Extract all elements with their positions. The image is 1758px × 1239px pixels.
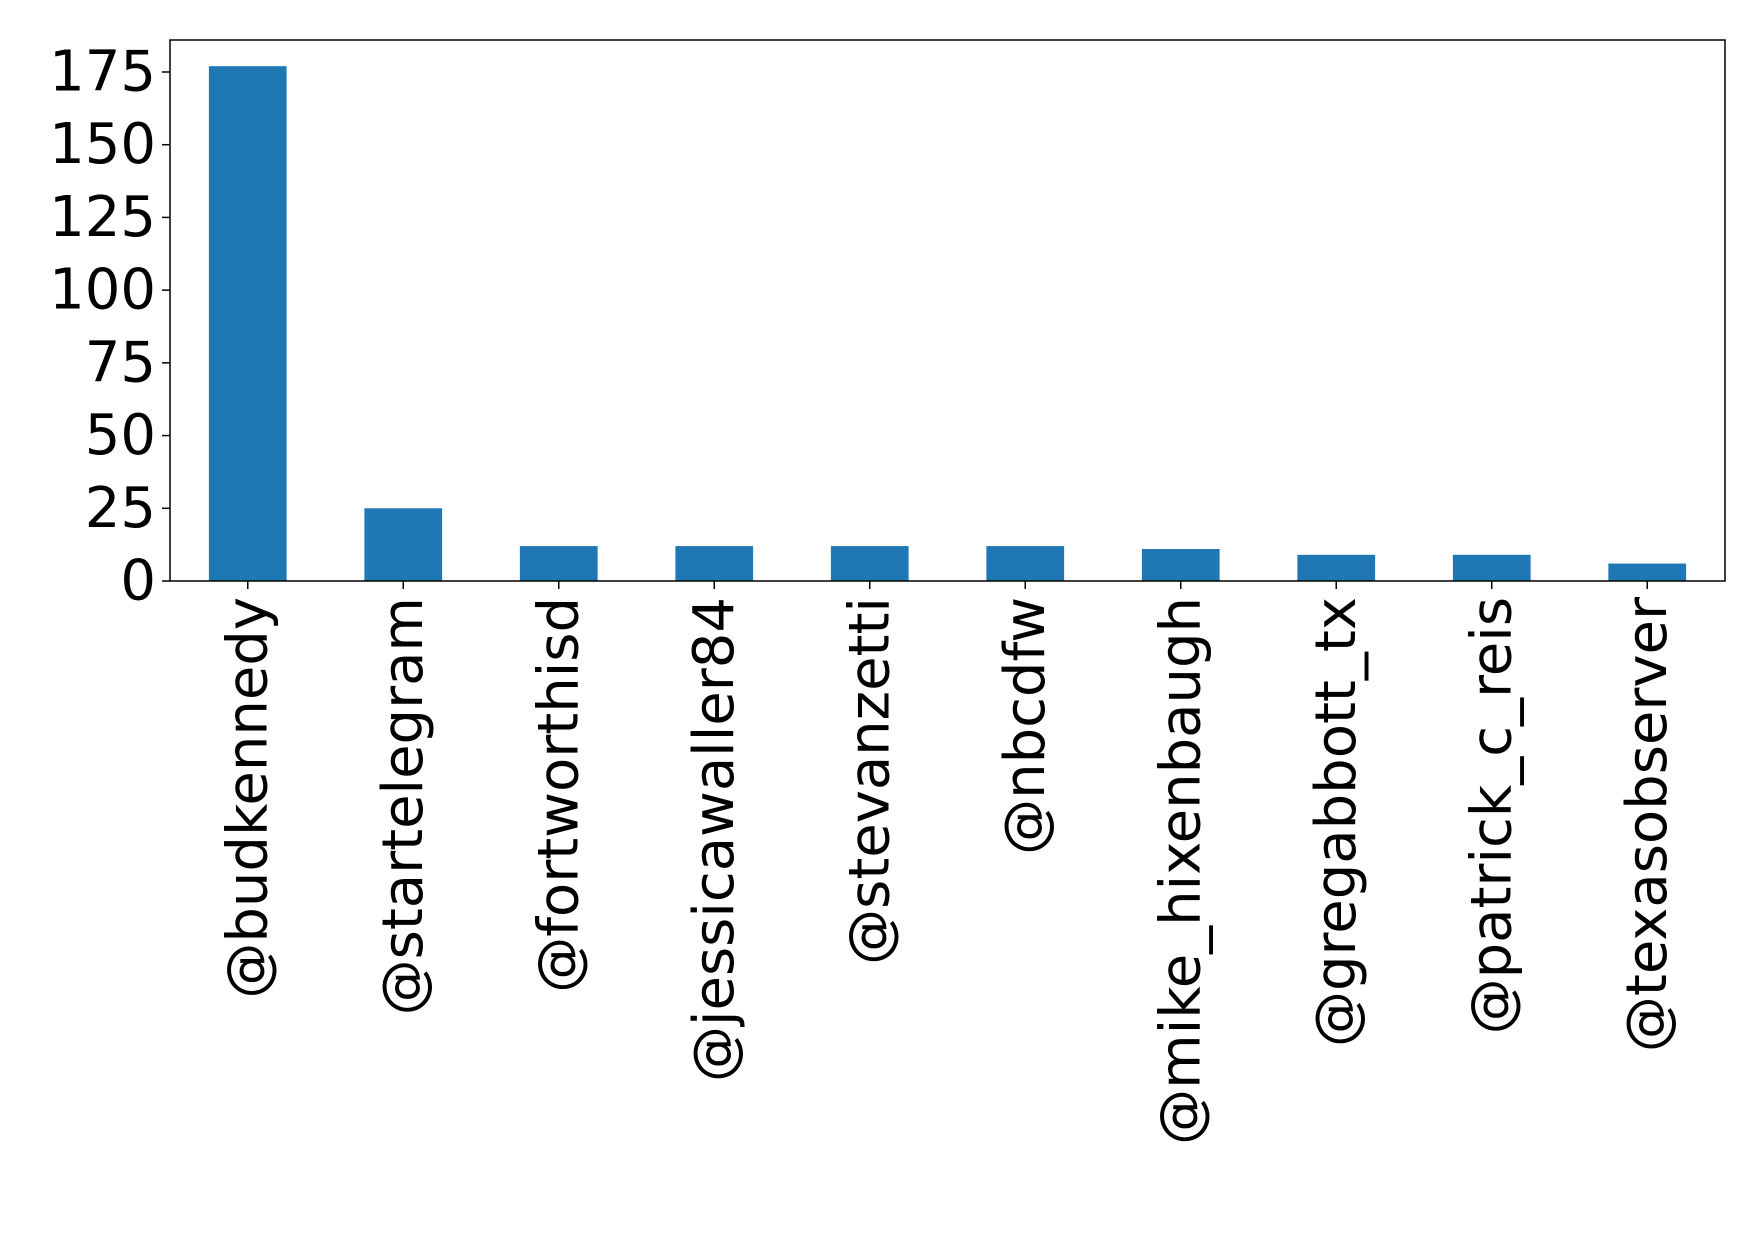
x-tick-label: @patrick_c_reis [1459, 597, 1524, 1034]
x-tick-label: @fortworthisd [526, 597, 591, 993]
y-tick-label: 75 [85, 330, 156, 395]
x-tick-label: @budkennedy [215, 597, 280, 999]
x-tick-label: @texasobserver [1615, 596, 1680, 1052]
x-tick-label: @startelegram [371, 597, 436, 1015]
bar [986, 546, 1065, 581]
x-tick-label: @mike_hixenbaugh [1148, 597, 1213, 1145]
y-axis: 0 25 50 75 100 125 150 175 [49, 39, 170, 614]
x-tick-label: @nbcdfw [993, 597, 1058, 855]
x-axis: @budkennedy @startelegram @fortworthisd @je… [215, 581, 1680, 1145]
y-tick-label: 50 [85, 403, 156, 468]
bar [208, 66, 287, 581]
bar [364, 508, 443, 581]
bar [675, 546, 754, 581]
y-tick-label: 175 [49, 39, 156, 104]
y-tick-label: 125 [49, 185, 156, 250]
x-tick-label: @gregabbott_tx [1304, 597, 1369, 1047]
bar [1608, 563, 1687, 581]
bar [830, 546, 909, 581]
bar [1452, 554, 1531, 581]
x-tick-label: @stevanzetti [837, 597, 902, 965]
y-tick-label: 100 [49, 258, 156, 323]
y-tick-label: 25 [85, 476, 156, 541]
y-tick-label: 150 [49, 112, 156, 177]
plot-frame [169, 39, 1726, 582]
bars-group [208, 66, 1687, 581]
x-tick-label: @jessicawaller84 [682, 597, 747, 1082]
bar [519, 546, 598, 581]
bar [1141, 549, 1220, 581]
bar [1297, 554, 1376, 581]
y-tick-label: 0 [120, 549, 156, 614]
